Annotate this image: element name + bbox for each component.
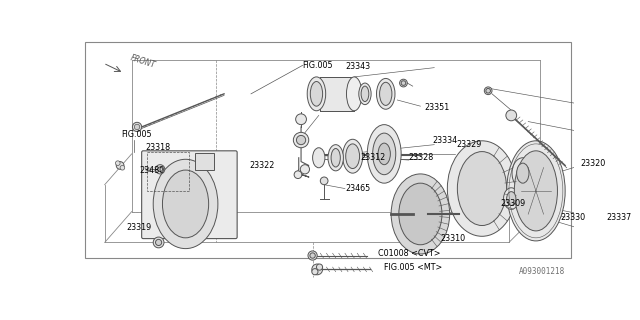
Ellipse shape — [361, 86, 369, 101]
Circle shape — [132, 122, 141, 132]
Circle shape — [401, 81, 406, 85]
Ellipse shape — [310, 82, 323, 106]
Circle shape — [484, 87, 492, 95]
Text: A093001218: A093001218 — [519, 267, 565, 276]
Circle shape — [134, 124, 140, 130]
Ellipse shape — [367, 124, 401, 183]
Ellipse shape — [307, 77, 326, 111]
Ellipse shape — [153, 159, 218, 249]
Circle shape — [486, 88, 490, 93]
Ellipse shape — [163, 170, 209, 238]
Circle shape — [506, 110, 516, 121]
Ellipse shape — [504, 188, 519, 209]
Ellipse shape — [346, 144, 360, 169]
Text: 23328: 23328 — [408, 153, 433, 162]
Text: 23312: 23312 — [360, 153, 385, 162]
Circle shape — [310, 253, 316, 258]
Text: 23310: 23310 — [440, 234, 465, 243]
Ellipse shape — [516, 163, 529, 183]
Ellipse shape — [399, 183, 442, 245]
Ellipse shape — [328, 145, 344, 171]
Bar — [195, 153, 214, 170]
Bar — [320, 77, 354, 111]
Ellipse shape — [312, 148, 325, 168]
Ellipse shape — [346, 77, 362, 111]
Ellipse shape — [359, 83, 371, 105]
Text: C01008 <CVT>: C01008 <CVT> — [378, 250, 440, 259]
Ellipse shape — [378, 143, 390, 165]
Text: FIG.005: FIG.005 — [303, 61, 333, 70]
Ellipse shape — [447, 141, 516, 236]
Ellipse shape — [507, 141, 565, 241]
Text: FIG.005: FIG.005 — [122, 130, 152, 139]
Circle shape — [320, 177, 328, 185]
Circle shape — [293, 132, 308, 148]
Text: FIG.005 <MT>: FIG.005 <MT> — [384, 263, 442, 272]
Bar — [86, 42, 570, 258]
Text: 23480: 23480 — [140, 166, 164, 175]
Circle shape — [296, 135, 306, 145]
Circle shape — [399, 79, 407, 87]
Circle shape — [116, 162, 124, 169]
Text: 23320: 23320 — [580, 159, 606, 168]
Circle shape — [312, 264, 323, 275]
Text: 23465: 23465 — [346, 184, 371, 193]
Text: 23351: 23351 — [424, 103, 449, 112]
Circle shape — [120, 165, 125, 170]
Text: FRONT: FRONT — [129, 53, 157, 70]
Ellipse shape — [342, 139, 363, 173]
Ellipse shape — [331, 148, 340, 167]
Circle shape — [156, 165, 164, 174]
Ellipse shape — [512, 158, 534, 188]
Circle shape — [296, 114, 307, 124]
Text: 23334: 23334 — [433, 136, 458, 145]
FancyBboxPatch shape — [141, 151, 237, 239]
Ellipse shape — [391, 174, 450, 254]
Text: 23318: 23318 — [145, 143, 171, 152]
Circle shape — [308, 251, 317, 260]
Circle shape — [115, 161, 120, 165]
Text: 23343: 23343 — [346, 62, 371, 71]
Ellipse shape — [376, 78, 395, 109]
Ellipse shape — [507, 192, 516, 205]
Circle shape — [294, 171, 302, 179]
Circle shape — [153, 237, 164, 248]
Text: 23337: 23337 — [607, 212, 632, 221]
Ellipse shape — [522, 193, 534, 210]
Circle shape — [156, 239, 162, 245]
Text: 23329: 23329 — [456, 140, 482, 149]
Circle shape — [316, 264, 323, 270]
Ellipse shape — [458, 152, 507, 226]
Ellipse shape — [380, 82, 392, 105]
Text: 23319: 23319 — [126, 222, 152, 232]
Text: 23330: 23330 — [561, 212, 586, 221]
Ellipse shape — [515, 151, 557, 231]
Ellipse shape — [372, 133, 396, 175]
Text: 23322: 23322 — [250, 161, 275, 170]
Circle shape — [312, 268, 318, 275]
Text: 23309: 23309 — [500, 199, 525, 208]
Circle shape — [300, 165, 310, 174]
